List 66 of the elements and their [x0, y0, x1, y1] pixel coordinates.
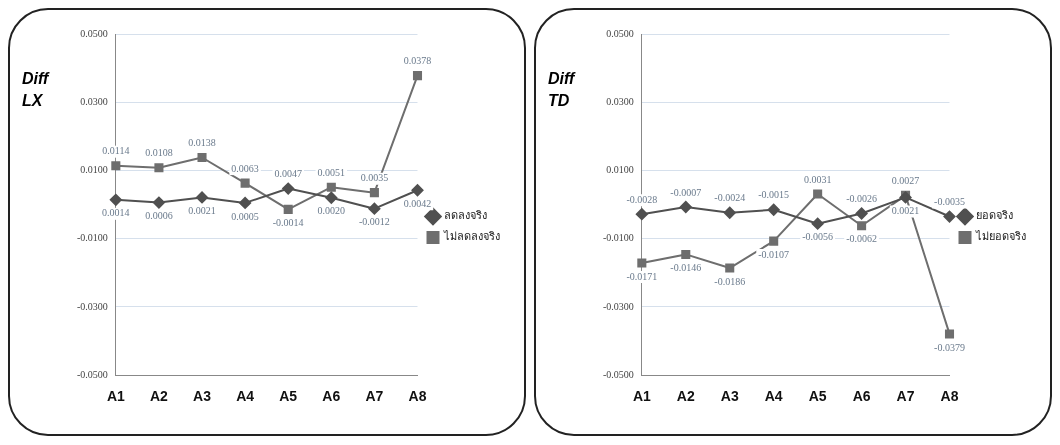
data-label: -0.0186: [714, 275, 746, 287]
y-tick-label: -0.0100: [76, 232, 108, 244]
data-label: -0.0028: [626, 193, 658, 205]
data-label: -0.0035: [934, 196, 965, 208]
x-tick-label: A2: [149, 388, 169, 405]
data-label: 0.0005: [231, 210, 259, 222]
y-tick-label: -0.0300: [76, 300, 108, 312]
x-tick-label: A3: [720, 388, 739, 405]
y-tick-label: 0.0300: [80, 95, 108, 107]
y-tick-label: -0.0500: [602, 368, 634, 380]
y-axis-title: Diff TD: [548, 70, 577, 109]
x-tick-label: A4: [236, 388, 255, 405]
data-label: -0.0146: [670, 262, 702, 274]
x-tick-label: A7: [365, 388, 384, 405]
x-tick-label: A4: [764, 388, 783, 405]
legend-label: ลดลงจริง: [444, 209, 487, 223]
data-label: -0.0056: [802, 231, 834, 243]
data-label: 0.0114: [102, 145, 130, 157]
data-label: -0.0026: [846, 193, 878, 205]
y-axis-title: Diff LX: [22, 70, 51, 109]
data-label: -0.0014: [272, 217, 304, 228]
data-label: -0.0062: [846, 233, 878, 245]
data-label: 0.0063: [231, 162, 259, 174]
data-label: 0.0378: [403, 55, 432, 67]
data-label: 0.0051: [317, 166, 346, 178]
data-label: -0.0015: [758, 189, 790, 201]
data-label: 0.0042: [403, 197, 432, 209]
data-label: -0.0379: [934, 341, 965, 353]
data-label: 0.0035: [360, 172, 389, 184]
x-tick-label: A6: [852, 388, 871, 405]
data-label: 0.0027: [891, 175, 920, 187]
data-label: -0.0007: [670, 186, 702, 198]
data-label: 0.0031: [803, 173, 832, 185]
y-tick-label: 0.0100: [606, 164, 634, 176]
x-tick-label: A7: [896, 388, 915, 405]
x-tick-label: A8: [408, 388, 427, 405]
data-label: 0.0138: [188, 137, 216, 149]
x-tick-label: A1: [632, 388, 651, 405]
legend-label: ยอดจริง: [976, 209, 1013, 223]
y-tick-label: -0.0100: [602, 232, 634, 244]
data-label: 0.0108: [145, 147, 173, 159]
data-label: -0.0107: [758, 248, 790, 260]
x-tick-label: A8: [940, 388, 959, 405]
x-tick-label: A3: [193, 388, 212, 405]
x-tick-label: A5: [279, 388, 298, 405]
y-tick-label: 0.0500: [606, 27, 634, 39]
data-label: -0.0024: [714, 192, 746, 204]
x-tick-label: A2: [676, 388, 695, 405]
legend-label: ไม่ลดลงจริง: [443, 230, 500, 244]
y-tick-label: -0.0500: [76, 368, 108, 380]
x-tick-label: A1: [106, 388, 125, 405]
data-label: 0.0021: [891, 205, 920, 217]
legend-label: ไม่ยอดจริง: [975, 230, 1026, 244]
data-label: 0.0020: [317, 205, 346, 217]
y-tick-label: 0.0100: [80, 164, 108, 176]
data-label: -0.0012: [358, 216, 390, 228]
data-label: 0.0047: [274, 168, 302, 180]
y-tick-label: 0.0300: [606, 95, 634, 107]
x-tick-label: A5: [808, 388, 827, 405]
data-label: 0.0006: [145, 210, 173, 222]
data-label: 0.0021: [188, 205, 216, 217]
y-tick-label: -0.0300: [602, 300, 634, 312]
x-tick-label: A6: [322, 388, 341, 405]
data-label: 0.0014: [102, 207, 130, 219]
y-tick-label: 0.0500: [80, 27, 108, 39]
data-label: -0.0171: [626, 270, 658, 282]
